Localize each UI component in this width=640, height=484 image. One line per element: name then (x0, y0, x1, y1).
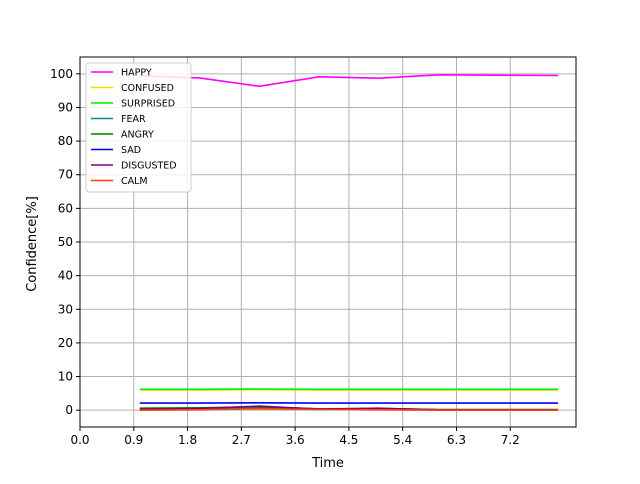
x-tick-label: 5.4 (393, 433, 412, 447)
legend-label-surprised: SURPRISED (121, 99, 175, 110)
y-tick-label: 60 (58, 201, 73, 215)
y-tick-label: 70 (58, 168, 73, 182)
x-tick-label: 0.9 (124, 433, 143, 447)
y-tick-label: 90 (58, 100, 73, 114)
legend-label-sad: SAD (121, 145, 141, 156)
y-tick-label: 80 (58, 134, 73, 148)
x-tick-label: 3.6 (286, 433, 305, 447)
y-tick-label: 50 (58, 235, 73, 249)
x-tick-label: 6.3 (447, 433, 466, 447)
legend-label-happy: HAPPY (121, 68, 152, 79)
legend-label-calm: CALM (121, 176, 148, 187)
legend: HAPPY CONFUSED SURPRISED FEAR ANGRY SAD DISGUS… (86, 63, 191, 192)
legend-label-confused: CONFUSED (121, 83, 174, 94)
y-tick-label: 30 (58, 302, 73, 316)
x-tick-label: 4.5 (339, 433, 358, 447)
x-tick-label: 2.7 (232, 433, 251, 447)
x-tick-label: 0.0 (70, 433, 89, 447)
x-tick-label: 1.8 (178, 433, 197, 447)
y-tick-label: 100 (50, 67, 73, 81)
x-tick-label: 7.2 (501, 433, 520, 447)
y-tick-label: 20 (58, 336, 73, 350)
y-tick-label: 10 (58, 370, 73, 384)
y-axis-label: Confidence[%] (25, 196, 40, 292)
y-tick-label: 0 (65, 403, 73, 417)
legend-label-disgusted: DISGUSTED (121, 161, 177, 172)
legend-label-fear: FEAR (121, 114, 146, 125)
y-tick-label: 40 (58, 269, 73, 283)
legend-label-angry: ANGRY (121, 130, 154, 141)
x-axis-label: Time (311, 456, 344, 471)
